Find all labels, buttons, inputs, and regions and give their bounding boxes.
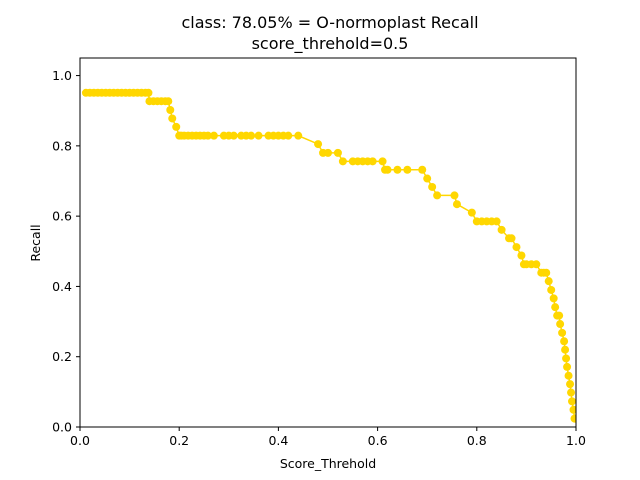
data-point: [168, 114, 177, 123]
data-point: [284, 131, 293, 140]
data-point: [333, 148, 342, 157]
data-point: [551, 303, 560, 312]
x-tick-label: 0.6: [368, 433, 388, 448]
data-point: [166, 106, 175, 115]
data-point: [568, 397, 576, 406]
x-tick-label: 0.8: [467, 433, 487, 448]
data-point: [566, 380, 575, 389]
data-point: [294, 131, 303, 140]
data-point: [383, 165, 392, 174]
data-point: [423, 174, 432, 183]
y-tick-label: 0.8: [52, 138, 72, 153]
data-point: [558, 328, 567, 337]
y-tick-label: 0.2: [52, 349, 72, 364]
x-tick-label: 1.0: [566, 433, 586, 448]
data-point: [209, 131, 218, 140]
x-tick-label: 0.0: [70, 433, 90, 448]
series-layer: [81, 88, 576, 423]
chart-title-line2: score_threhold=0.5: [252, 34, 409, 54]
data-point: [428, 182, 437, 191]
data-point: [314, 140, 323, 149]
x-axis-label: Score_Threhold: [280, 456, 376, 471]
data-point: [418, 165, 427, 174]
data-point: [492, 217, 501, 226]
data-point: [562, 354, 571, 363]
plot-frame: [79, 57, 577, 428]
data-point: [452, 200, 461, 209]
data-point: [433, 191, 442, 200]
y-tick-label: 0.6: [52, 209, 72, 224]
data-point: [544, 277, 553, 286]
y-tick-label: 0.4: [52, 279, 72, 294]
data-point: [549, 294, 558, 303]
data-point: [324, 148, 332, 157]
data-point: [338, 157, 347, 166]
data-point: [556, 320, 565, 329]
y-tick-label: 0.0: [52, 420, 72, 435]
data-point: [172, 122, 181, 131]
y-axis-ticks: 0.0 0.2 0.4 0.6 0.8 1.0: [52, 68, 80, 435]
plot-area: [79, 57, 577, 428]
data-point: [547, 285, 556, 294]
data-point: [564, 371, 573, 380]
data-point: [247, 131, 256, 140]
data-point: [229, 131, 238, 140]
data-point: [517, 251, 526, 260]
data-point: [378, 157, 387, 166]
data-point: [569, 405, 576, 414]
data-point: [497, 225, 506, 234]
data-point: [561, 345, 570, 354]
y-tick-label: 1.0: [52, 68, 72, 83]
data-point: [572, 414, 576, 423]
x-tick-label: 0.4: [268, 433, 288, 448]
x-axis-ticks: 0.0 0.2 0.4 0.6 0.8 1.0: [70, 427, 586, 448]
data-point: [254, 131, 263, 140]
data-point: [467, 208, 476, 217]
data-point: [542, 268, 551, 277]
data-point: [560, 337, 569, 346]
data-point: [555, 311, 564, 320]
data-point: [393, 165, 402, 174]
data-point: [563, 362, 572, 371]
data-point: [512, 243, 521, 252]
chart-title-line1: class: 78.05% = O-normoplast Recall: [181, 13, 478, 32]
data-point: [507, 234, 516, 243]
data-point: [567, 388, 576, 397]
data-point: [532, 260, 541, 269]
data-point: [164, 97, 173, 106]
x-tick-label: 0.2: [169, 433, 189, 448]
y-axis-label: Recall: [28, 224, 43, 261]
data-point: [144, 88, 153, 97]
data-point: [368, 157, 377, 166]
data-point: [403, 165, 412, 174]
data-point: [203, 131, 212, 140]
data-point: [450, 191, 459, 200]
